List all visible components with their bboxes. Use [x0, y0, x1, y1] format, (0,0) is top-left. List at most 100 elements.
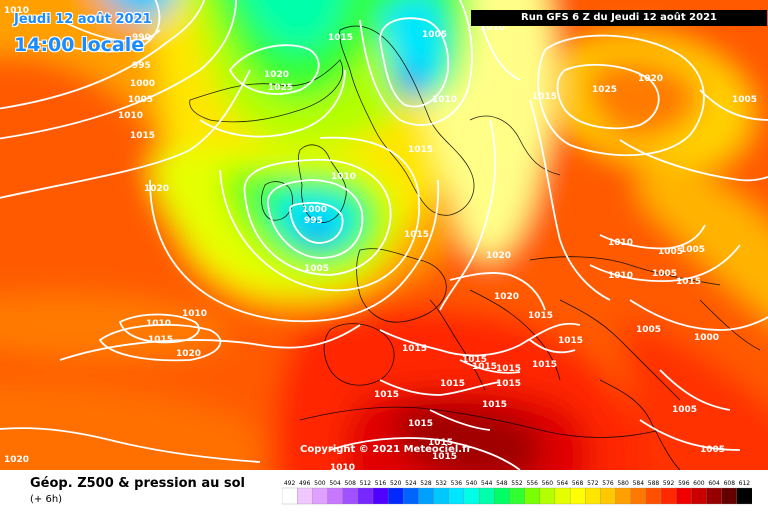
color-scale-canvas: 492 496 500 504 508 512 516 520 524 528 532 536 540 5…: [282, 480, 752, 505]
scale-label: 492: [284, 480, 296, 487]
isobar-label: 1005: [672, 405, 697, 415]
scale-swatch: [721, 487, 738, 505]
model-run-label: Run GFS 6 Z du Jeudi 12 août 2021: [471, 10, 767, 26]
scale-label: 556: [526, 480, 538, 487]
isobar-label: 1010: [182, 309, 207, 319]
scale-label: 552: [511, 480, 523, 487]
isobar-label: 1015: [374, 390, 399, 400]
scale-swatch: [660, 487, 677, 505]
isobar-label: 1020: [486, 251, 511, 261]
scale-swatch: [615, 487, 632, 505]
scale-swatch: [463, 487, 480, 505]
scale-label: 560: [542, 480, 554, 487]
isobar-label: 1005: [422, 30, 447, 40]
scale-label: 520: [390, 480, 402, 487]
isobar-label: 1010: [331, 172, 356, 182]
isobar-label: 1010: [146, 319, 171, 329]
isobar-label: 1015: [676, 277, 701, 287]
scale-label: 536: [451, 480, 463, 487]
isobar-label: 990: [132, 33, 151, 43]
scale-label: 528: [420, 480, 432, 487]
scale-label: 500: [314, 480, 326, 487]
scale-swatch: [297, 487, 313, 505]
scale-swatch: [509, 487, 526, 505]
legend-bar: Géop. Z500 & pression au sol (+ 6h) 492 4…: [0, 470, 768, 512]
isobar-label: 1015: [440, 379, 465, 389]
copyright-notice: Copyright © 2021 Meteociel.fr: [300, 444, 472, 455]
scale-label: 592: [663, 480, 675, 487]
scale-label: 548: [496, 480, 508, 487]
isobar-label: 1015: [432, 452, 457, 462]
isobar-label: 1015: [496, 364, 521, 374]
isobar-label: 1005: [680, 245, 705, 255]
scale-label: 544: [481, 480, 493, 487]
scale-label: 516: [375, 480, 387, 487]
isobar-label: 1015: [462, 355, 487, 365]
map-canvas: 1010 990 995 1000 1005 1010 1015 1020 10…: [0, 0, 768, 470]
forecast-time: 14:00 locale: [14, 34, 145, 56]
scale-label: 604: [708, 480, 720, 487]
isobar-label: 1005: [732, 95, 757, 105]
scale-swatch: [600, 487, 617, 505]
weather-map: 1010 990 995 1000 1005 1010 1015 1020 10…: [0, 0, 768, 470]
isobar-label: 1015: [148, 335, 173, 345]
scale-label: 504: [329, 480, 341, 487]
isobar-label: 1015: [328, 33, 353, 43]
forecast-date: Jeudi 12 août 2021: [14, 12, 152, 27]
scale-label: 524: [405, 480, 417, 487]
isobar-label: 1020: [264, 70, 289, 80]
isobar-label: 1015: [532, 360, 557, 370]
scale-swatch: [494, 487, 510, 505]
scale-label: 564: [557, 480, 569, 487]
scale-label: 508: [344, 480, 356, 487]
scale-swatch: [585, 487, 601, 505]
coastlines: [189, 25, 761, 470]
scale-swatch: [433, 487, 450, 505]
isobar-label: 1005: [636, 325, 661, 335]
scale-swatch: [630, 487, 647, 505]
scale-swatch: [327, 487, 344, 505]
scale-label: 532: [435, 480, 447, 487]
isobar-label: 1010: [608, 238, 633, 248]
isobar-label: 1010: [4, 6, 29, 16]
isobar-label: 1015: [482, 400, 507, 410]
scale-label: 600: [693, 480, 705, 487]
isobar-label: 1020: [4, 455, 29, 465]
scale-swatch: [372, 487, 389, 505]
scale-swatch: [676, 487, 692, 505]
isobar-label: 1015: [130, 131, 155, 141]
isobar-label: 995: [132, 61, 151, 71]
isobar-label: 1005: [658, 247, 683, 257]
isobars: [0, 0, 768, 470]
legend-title: Géop. Z500 & pression au sol: [30, 476, 245, 491]
isobar-label: 1015: [408, 145, 433, 155]
isobar-label: 995: [304, 216, 323, 226]
isobar-label: 1015: [404, 230, 429, 240]
scale-swatch: [312, 487, 328, 505]
isobar-label: 1000: [694, 333, 719, 343]
isobar-label: 1020: [176, 349, 201, 359]
scale-label: 608: [724, 480, 736, 487]
isobar-label: 1025: [268, 83, 293, 93]
scale-swatch: [387, 487, 404, 505]
isobar-label: 1020: [638, 74, 663, 84]
isobar-label: 1010: [118, 111, 143, 121]
isobar-label: 1000: [130, 79, 155, 89]
scale-label: 576: [602, 480, 614, 487]
isobar-label: 1015: [408, 419, 433, 429]
isobar-label: 1010: [330, 463, 355, 470]
scale-swatch: [418, 487, 435, 505]
scale-swatch: [357, 487, 374, 505]
scale-swatch: [448, 487, 465, 505]
scale-label: 612: [739, 480, 751, 487]
isobar-label: 1005: [128, 95, 153, 105]
scale-swatch: [342, 487, 359, 505]
isobar-label: 1025: [592, 85, 617, 95]
isobar-label: 1010: [432, 95, 457, 105]
scale-swatch: [282, 487, 298, 505]
isobar-label: 1015: [428, 438, 453, 448]
scale-swatch: [554, 487, 571, 505]
color-scale: 492 496 500 504 508 512 516 520 524 528 532 536 540 5…: [282, 478, 752, 506]
scale-swatch: [403, 487, 419, 505]
scale-swatch: [706, 487, 723, 505]
